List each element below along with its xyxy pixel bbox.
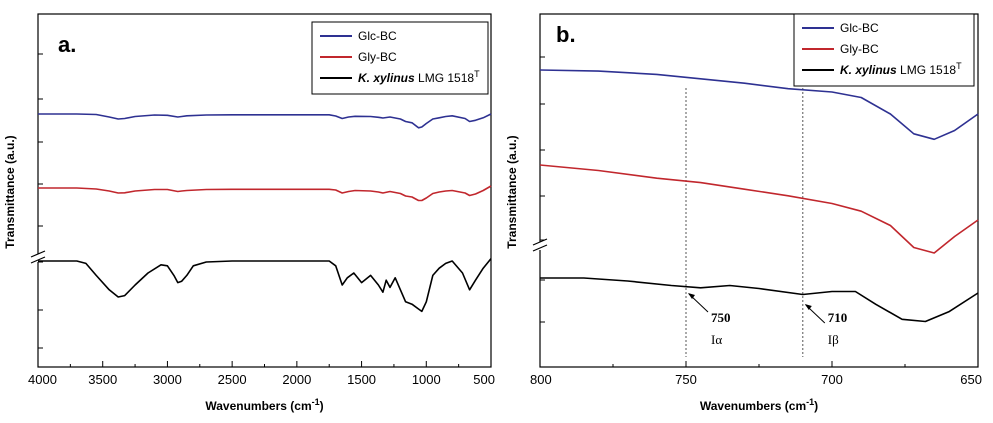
panel-b: 800 750 700 650 Wavenumbers (cm-1) Transmitta… — [505, 13, 982, 413]
x-tick-label: 2000 — [282, 372, 311, 387]
series-line-3 — [38, 258, 492, 313]
x-tick-label: 800 — [530, 372, 552, 387]
axis-break-mark — [30, 250, 46, 264]
legend-label: K. xylinus LMG 1518T — [840, 61, 962, 77]
y-axis-title: Transmittance (a.u.) — [505, 135, 519, 248]
series-line-1 — [539, 69, 979, 141]
legend-label: Gly-BC — [840, 42, 879, 56]
x-tick-label: 1500 — [347, 372, 376, 387]
annotation-sublabel: Iβ — [828, 332, 839, 347]
x-axis-title: Wavenumbers (cm-1) — [700, 397, 818, 413]
legend-label: K. xylinus LMG 1518T — [358, 69, 480, 85]
legend-label: Gly-BC — [358, 50, 397, 64]
x-tick-label: 3000 — [153, 372, 182, 387]
x-tick-label: 700 — [821, 372, 843, 387]
annotation-arrowhead — [804, 304, 812, 310]
x-tick-label: 4000 — [28, 372, 57, 387]
panel-label: b. — [556, 22, 576, 47]
x-tick-label: 750 — [675, 372, 697, 387]
x-tick-label: 2500 — [218, 372, 247, 387]
panel-label: a. — [58, 32, 76, 57]
annotation-label: 710 — [828, 310, 848, 325]
annotation-sublabel: Iα — [711, 332, 722, 347]
legend-label: Glc-BC — [358, 29, 397, 43]
x-tick-label: 1000 — [412, 372, 441, 387]
series-line-3 — [540, 277, 979, 323]
y-axis-title: Transmittance (a.u.) — [3, 135, 17, 248]
x-tick-label: 3500 — [88, 372, 117, 387]
annotation-arrowhead — [688, 293, 695, 299]
series-line-1 — [38, 113, 492, 129]
legend: Glc-BC Gly-BC K. xylinus LMG 1518T — [793, 13, 975, 87]
legend: Glc-BC Gly-BC K. xylinus LMG 1518T — [311, 21, 489, 95]
x-tick-label: 500 — [473, 372, 495, 387]
series-line-2 — [539, 164, 979, 254]
x-axis-title: Wavenumbers (cm-1) — [205, 397, 323, 413]
panel-a: 4000 3500 3000 2500 2000 1500 1000 500 Wavenumbe… — [3, 13, 495, 413]
series-line-2 — [38, 185, 492, 202]
legend-label: Glc-BC — [840, 21, 879, 35]
x-tick-label: 650 — [960, 372, 982, 387]
annotation-label: 750 — [711, 310, 731, 325]
